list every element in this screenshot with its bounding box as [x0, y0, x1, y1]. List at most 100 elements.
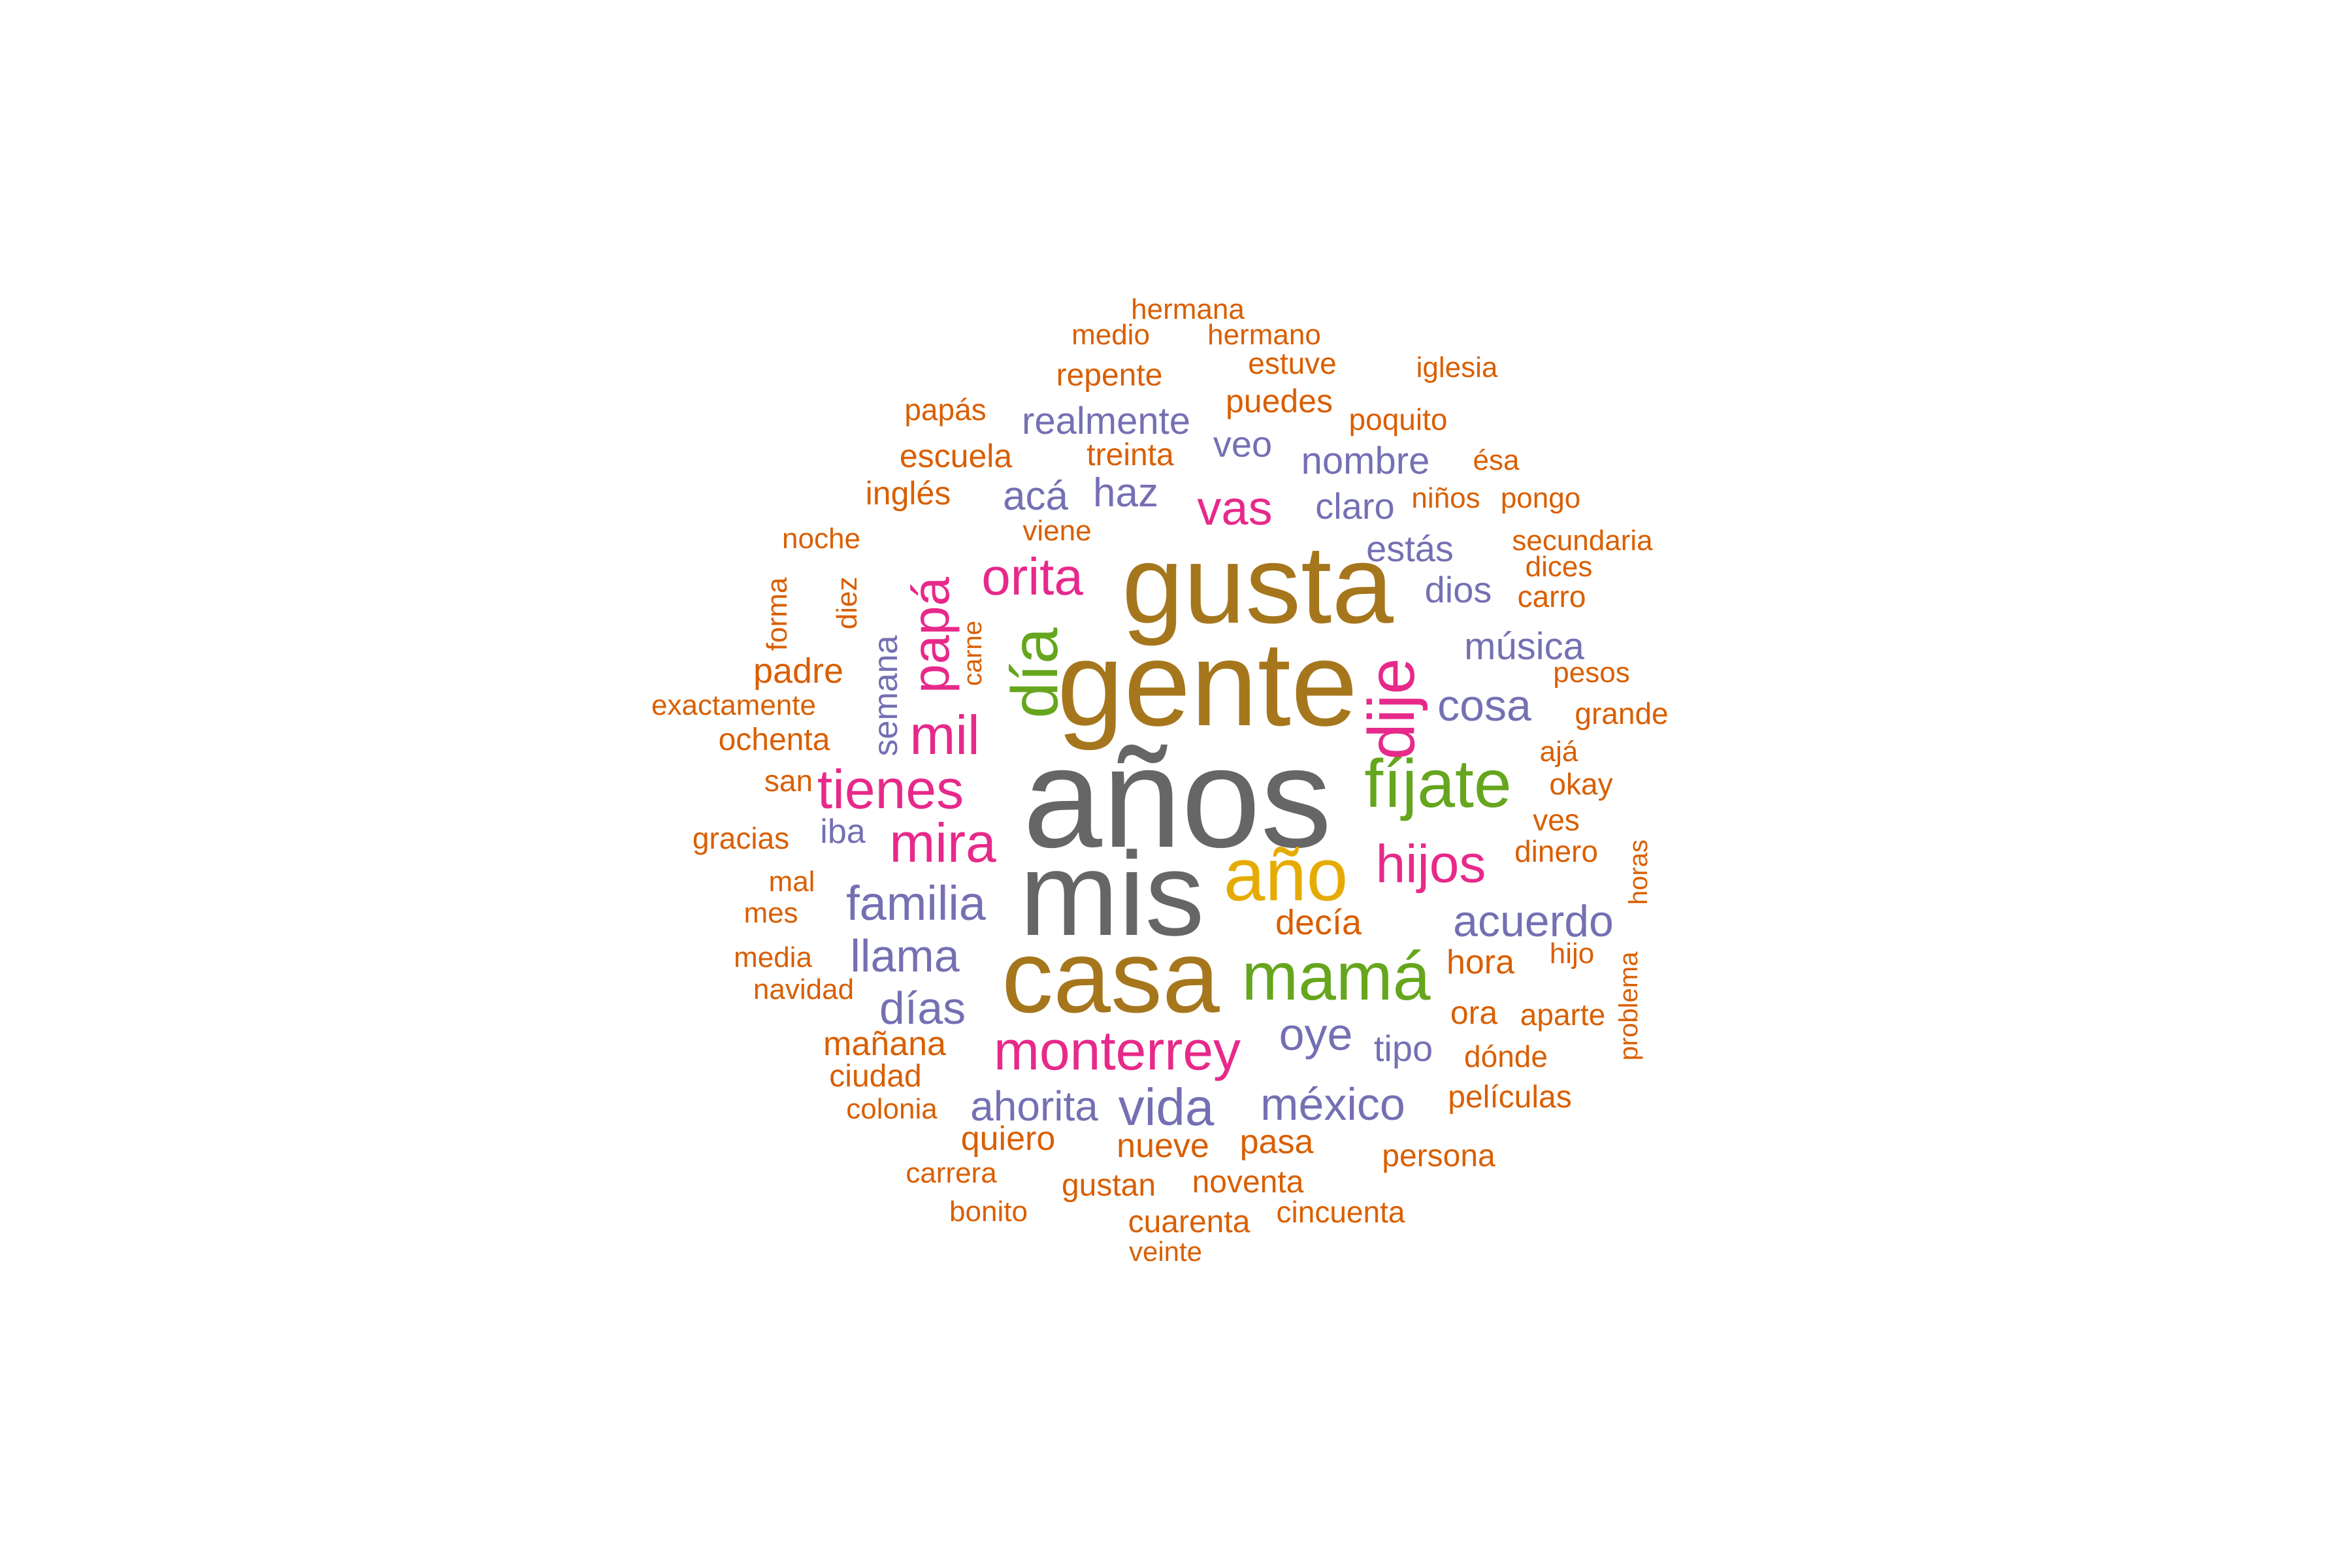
word: mal [768, 866, 815, 898]
word: escuela [899, 438, 1013, 474]
word: días [879, 983, 966, 1034]
word: estuve [1248, 346, 1337, 380]
word: estás [1366, 528, 1454, 569]
word: ochenta [718, 723, 830, 757]
word: música [1464, 625, 1584, 668]
word: papá [902, 577, 960, 693]
word: día [998, 627, 1071, 719]
word: bonito [949, 1196, 1028, 1228]
word: pongo [1500, 482, 1581, 514]
word: iba [820, 813, 866, 851]
word: méxico [1260, 1079, 1405, 1130]
word: papás [904, 393, 987, 427]
word: ves [1533, 803, 1580, 837]
word: haz [1093, 470, 1158, 515]
word: nombre [1301, 440, 1430, 482]
word: pesos [1553, 657, 1630, 689]
word: mamá [1241, 939, 1431, 1015]
word: cincuenta [1276, 1195, 1405, 1229]
word: carne [958, 620, 987, 687]
word: noventa [1192, 1165, 1304, 1200]
word: año [1223, 834, 1348, 917]
word: repente [1056, 358, 1163, 393]
word: problema [1614, 951, 1643, 1061]
word: navidad [753, 973, 855, 1005]
word: claro [1315, 485, 1395, 527]
word: monterrey [993, 1020, 1241, 1081]
word: niños [1411, 482, 1480, 514]
word: pasa [1239, 1123, 1314, 1161]
word: gracias [692, 821, 790, 855]
word: gusta [1122, 523, 1394, 647]
word: treinta [1086, 438, 1174, 472]
word: hora [1446, 943, 1515, 981]
word: inglés [865, 475, 951, 512]
word: hermana [1131, 293, 1245, 325]
word: poquito [1348, 402, 1448, 436]
word: exactamente [651, 689, 816, 721]
word: colonia [846, 1093, 938, 1125]
word: cuarenta [1128, 1205, 1250, 1239]
word: veo [1213, 423, 1273, 465]
word: persona [1382, 1139, 1495, 1173]
word: mis [1019, 827, 1205, 960]
word: veinte [1128, 1236, 1203, 1267]
word: aparte [1520, 998, 1606, 1032]
word: dije [1355, 658, 1428, 760]
word: dónde [1464, 1039, 1548, 1073]
word: nueve [1117, 1127, 1209, 1165]
word: cosa [1437, 681, 1531, 730]
word: carrera [906, 1157, 997, 1189]
word: fíjate [1364, 746, 1512, 822]
word: dinero [1514, 834, 1598, 868]
word: realmente [1022, 400, 1190, 442]
word: hijos [1375, 834, 1486, 894]
word: viene [1022, 515, 1092, 547]
word: san [764, 764, 813, 798]
word: ahorita [970, 1083, 1098, 1130]
word: familia [846, 876, 986, 930]
word: diez [831, 576, 863, 630]
word: ajá [1539, 736, 1578, 768]
word: noche [782, 523, 860, 555]
word: secundaria [1512, 525, 1653, 557]
word: mañana [823, 1025, 946, 1063]
word: gustan [1061, 1168, 1156, 1203]
word: ciudad [829, 1059, 922, 1094]
word: horas [1624, 839, 1653, 906]
word: tienes [817, 759, 964, 820]
word: gente [1056, 616, 1358, 751]
word: casa [1002, 919, 1220, 1034]
word: ora [1450, 994, 1498, 1031]
word: okay [1549, 767, 1613, 801]
word: mes [743, 897, 798, 929]
word: padre [753, 651, 844, 691]
word: orita [981, 547, 1083, 606]
word: mil [909, 704, 980, 766]
word: medio [1071, 319, 1150, 351]
word: carro [1517, 580, 1586, 613]
word: semana [867, 635, 905, 757]
word: puedes [1225, 383, 1333, 419]
word: acá [1003, 474, 1068, 519]
word: decía [1275, 903, 1362, 942]
word: llama [850, 930, 960, 981]
word: acuerdo [1453, 896, 1614, 946]
word: tipo [1373, 1028, 1433, 1069]
word: películas [1448, 1080, 1572, 1115]
word: iglesia [1416, 351, 1498, 384]
word: media [734, 941, 812, 973]
word: vida [1118, 1078, 1215, 1136]
word: mira [889, 812, 996, 874]
word: ésa [1473, 444, 1520, 476]
word: oye [1279, 1009, 1353, 1060]
word: quiero [960, 1120, 1056, 1158]
word: forma [761, 577, 793, 651]
word: grande [1575, 696, 1669, 730]
word: hermano [1207, 319, 1321, 351]
word: dices [1525, 551, 1593, 583]
word: dios [1424, 569, 1492, 610]
word: vas [1197, 481, 1273, 535]
word: años [1022, 719, 1332, 877]
